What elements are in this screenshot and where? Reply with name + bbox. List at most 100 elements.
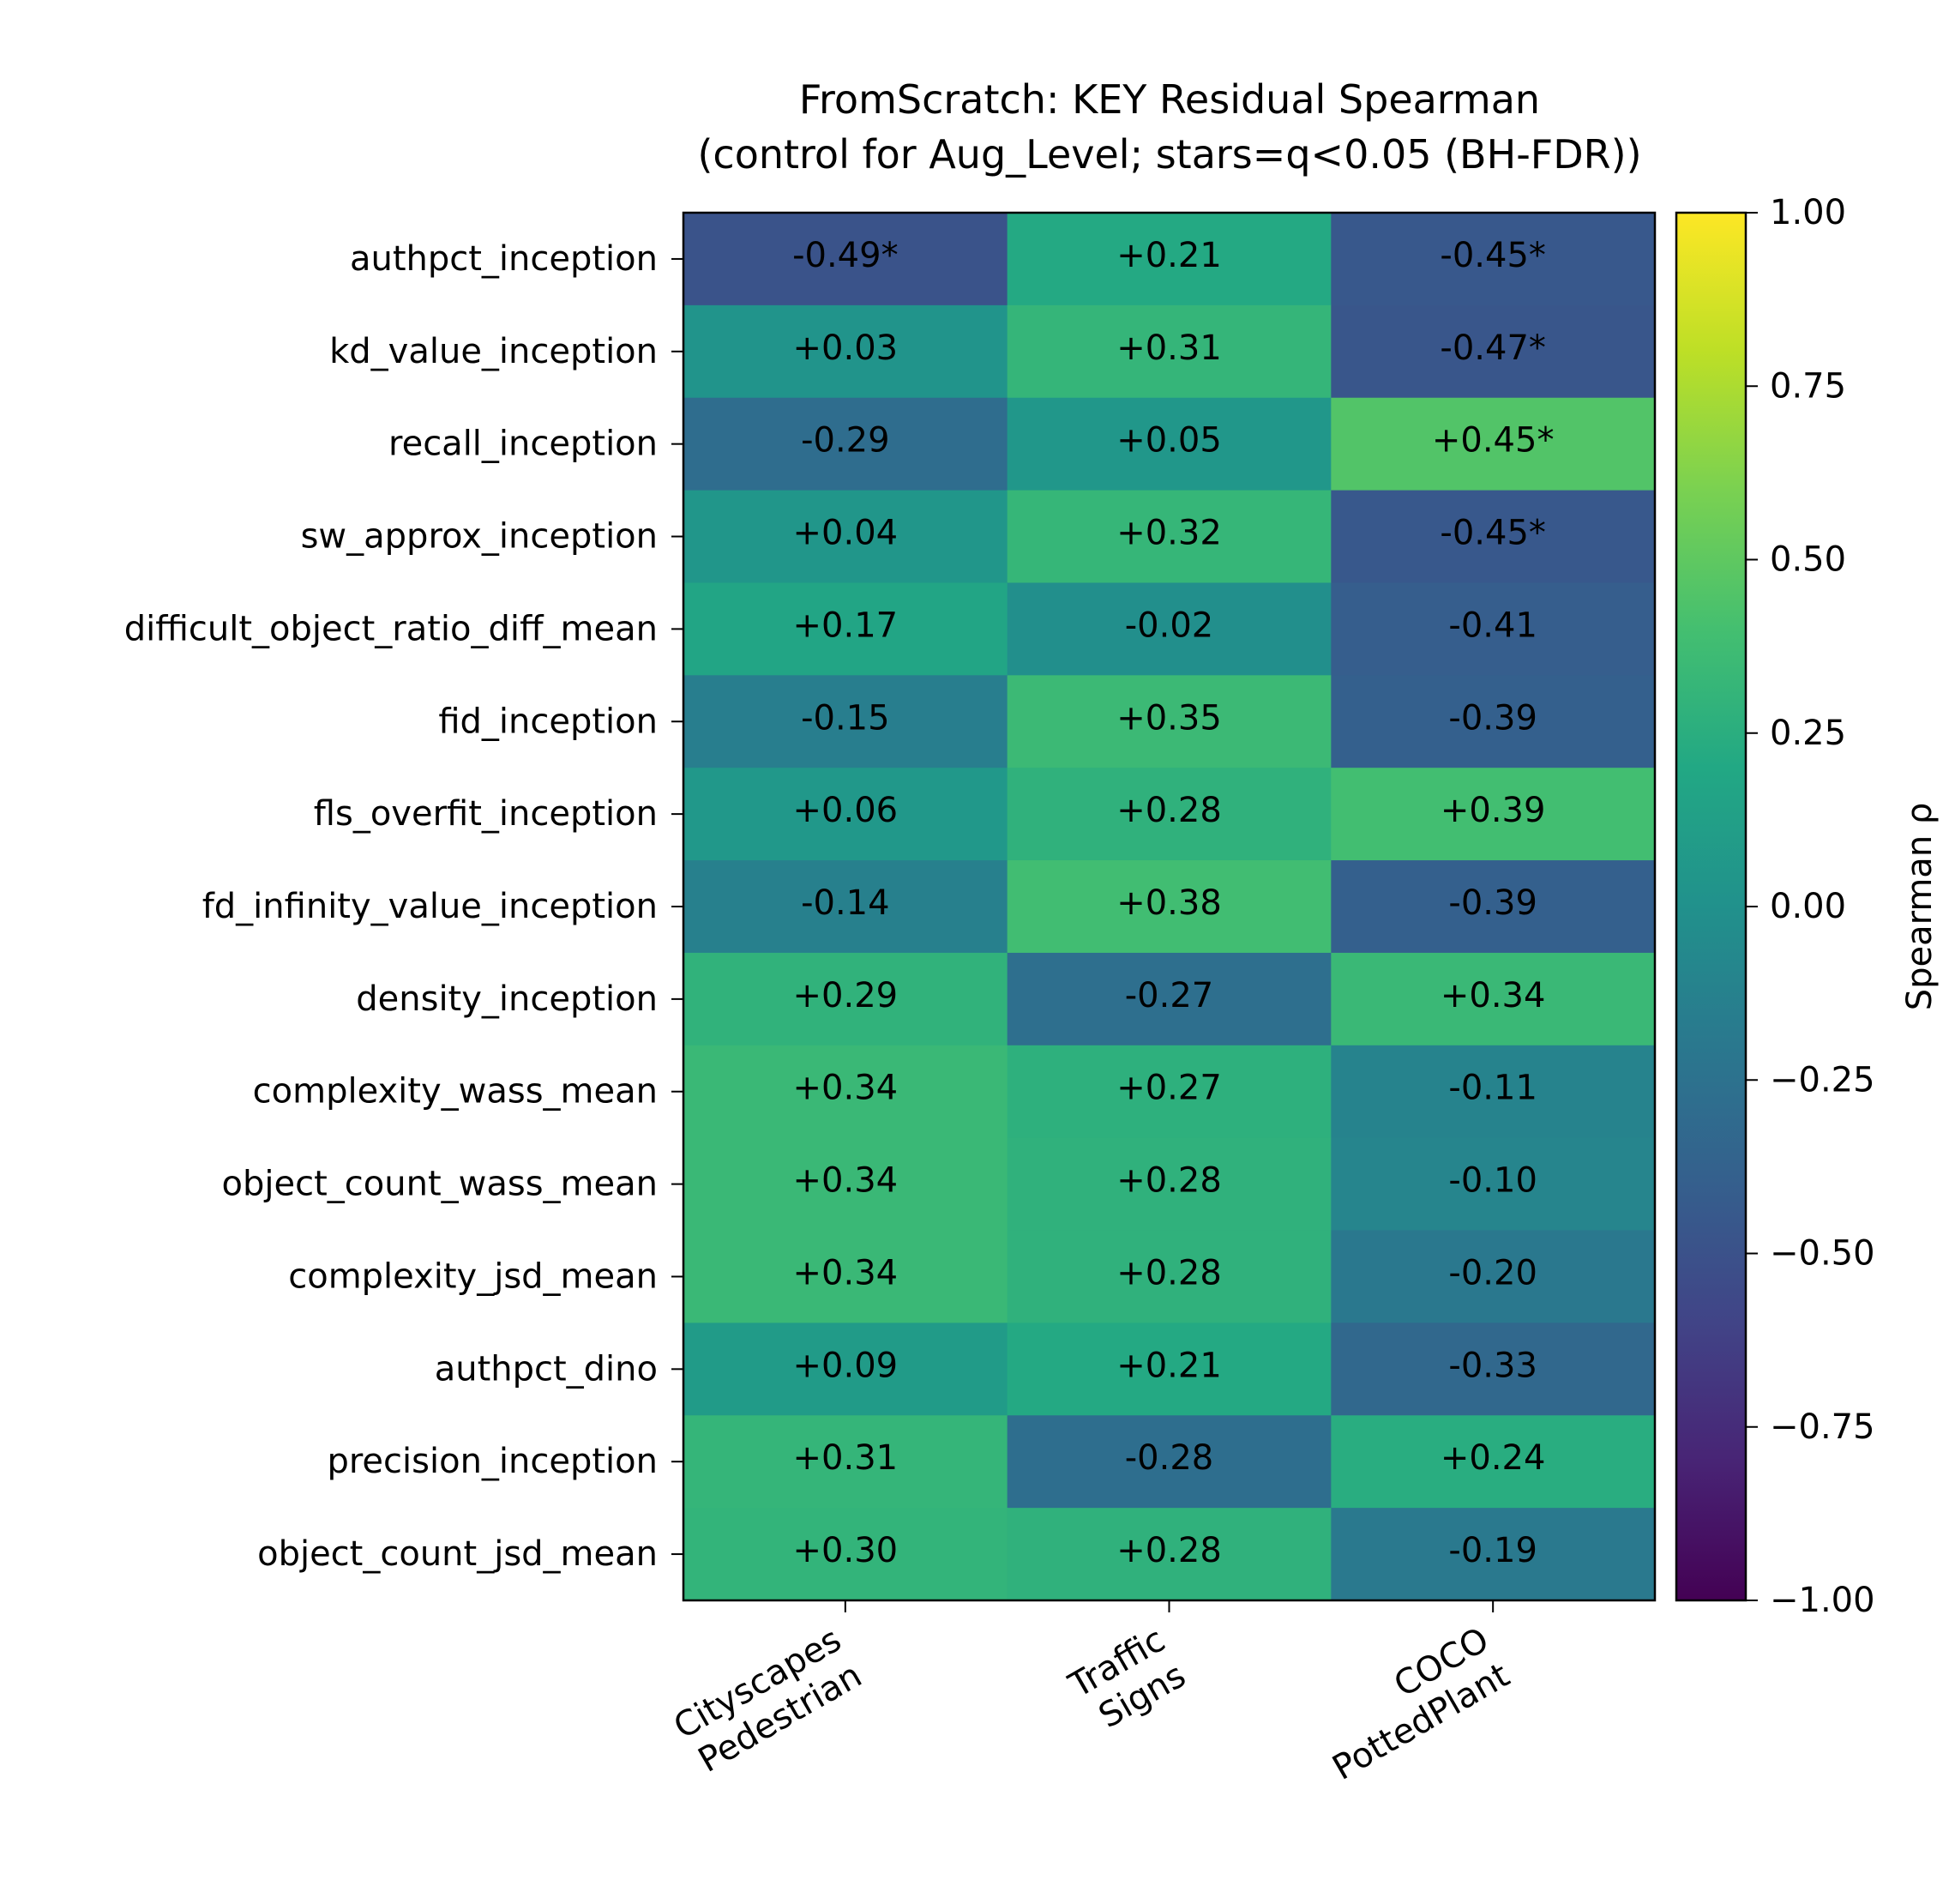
heatmap-cell — [683, 213, 1008, 306]
colorbar — [1675, 211, 1747, 1602]
cell-value-label: -0.49* — [792, 236, 899, 275]
heatmap-cell — [683, 768, 1008, 861]
x-tick-label: CityscapesPedestrian — [667, 1620, 869, 1783]
cell-value-label: +0.30 — [793, 1531, 899, 1570]
cell-value-label: +0.27 — [1116, 1069, 1222, 1108]
cell-value-label: -0.47* — [1440, 328, 1546, 368]
cell-value-label: -0.15 — [801, 698, 890, 738]
cell-value-label: -0.02 — [1125, 606, 1214, 645]
cell-value-label: +0.39 — [1441, 791, 1546, 830]
y-tick-label: recall_inception — [388, 425, 658, 464]
heatmap-cell — [1331, 1508, 1656, 1601]
heatmap-cell — [683, 490, 1008, 584]
heatmap-cell — [1331, 1323, 1656, 1416]
y-tick-label: authpct_inception — [350, 239, 658, 279]
cell-value-label: -0.28 — [1125, 1438, 1214, 1478]
colorbar-ticks: 1.00 0.75 0.50 0.25 0.00 −0.25 −0.50 −0.75 −1.00 — [1746, 193, 1875, 1620]
heatmap-cell — [683, 675, 1008, 768]
cell-value-label: +0.34 — [793, 1253, 899, 1292]
x-tick-label: COCOPottedPlant — [1306, 1620, 1517, 1788]
cell-value-label: -0.41 — [1448, 606, 1537, 645]
cell-value-label: +0.29 — [793, 976, 899, 1015]
heatmap-cell — [1331, 1230, 1656, 1323]
heatmap-cells — [683, 213, 1656, 1601]
cell-value-label: +0.32 — [1116, 514, 1222, 553]
colorbar-tick-label: −0.25 — [1770, 1060, 1875, 1100]
heatmap-cell — [1007, 1323, 1332, 1416]
colorbar-tick-label: −0.50 — [1770, 1234, 1875, 1274]
heatmap-cell — [683, 304, 1008, 399]
cell-value-label: -0.45* — [1440, 236, 1546, 275]
y-tick-label: authpct_dino — [435, 1349, 658, 1389]
heatmap-cell — [683, 1137, 1008, 1232]
cell-value-label: +0.28 — [1116, 1161, 1222, 1201]
cell-value-label: +0.31 — [1116, 328, 1222, 368]
colorbar-tick-label: 0.50 — [1770, 540, 1846, 580]
heatmap-cell — [1331, 582, 1656, 676]
colorbar-tick-label: 0.00 — [1770, 887, 1846, 926]
colorbar-tick-label: −1.00 — [1770, 1581, 1875, 1620]
cell-value-label: -0.33 — [1448, 1346, 1537, 1385]
heatmap-cell — [1007, 675, 1332, 768]
cell-value-label: -0.20 — [1448, 1253, 1537, 1292]
cell-value-label: +0.38 — [1116, 883, 1222, 923]
heatmap-cell — [1331, 397, 1656, 491]
colorbar-tick-label: 0.25 — [1770, 714, 1846, 753]
cell-value-label: -0.39 — [1448, 698, 1537, 738]
heatmap-cell — [1331, 304, 1656, 399]
chart-title: FromScratch: KEY Residual Spearman — [799, 76, 1540, 123]
cell-value-label: +0.45* — [1432, 421, 1555, 461]
y-tick-label: fid_inception — [438, 702, 658, 741]
colorbar-tick-label: 1.00 — [1770, 193, 1846, 232]
heatmap-cell — [1007, 1415, 1332, 1509]
heatmap-cell — [1331, 1137, 1656, 1232]
cell-value-label: +0.28 — [1116, 791, 1222, 830]
heatmap-cell — [683, 1230, 1008, 1323]
y-tick-label: kd_value_inception — [329, 332, 658, 371]
y-tick-label: fd_infinity_value_inception — [202, 887, 658, 926]
heatmap-cell — [1331, 1415, 1656, 1509]
cell-value-label: +0.34 — [793, 1161, 899, 1201]
cell-value-label: +0.21 — [1116, 1346, 1222, 1385]
cell-value-label: +0.35 — [1116, 698, 1222, 738]
cell-value-label: +0.09 — [793, 1346, 899, 1385]
cell-value-label: +0.34 — [793, 1069, 899, 1108]
chart-subtitle: (control for Aug_Level; stars=q<0.05 (BH… — [697, 131, 1641, 178]
heatmap-cell — [1331, 860, 1656, 954]
y-tick-label: difficult_object_ratio_diff_mean — [124, 609, 658, 648]
cell-value-label: +0.34 — [1441, 976, 1546, 1015]
y-axis-ticks: authpct_inception kd_value_inceptionrecal… — [124, 239, 683, 1574]
heatmap-cell — [1007, 397, 1332, 491]
cell-value-label: -0.19 — [1448, 1531, 1537, 1570]
cell-value-label: +0.17 — [793, 606, 899, 645]
cell-value-label: -0.29 — [801, 421, 890, 461]
heatmap-cell — [1007, 1508, 1332, 1601]
cell-value-label: +0.24 — [1441, 1438, 1546, 1478]
cell-value-label: -0.27 — [1125, 976, 1214, 1015]
cell-value-label: -0.14 — [801, 883, 890, 923]
cell-value-label: +0.03 — [793, 328, 899, 368]
heatmap-cell — [1007, 1230, 1332, 1323]
y-tick-label: fls_overfit_inception — [314, 794, 658, 834]
y-tick-label: precision_inception — [327, 1442, 658, 1481]
heatmap-cell — [683, 1045, 1008, 1139]
cell-value-label: +0.31 — [793, 1438, 899, 1478]
heatmap-cell — [683, 582, 1008, 676]
heatmap-cell — [1007, 582, 1332, 676]
heatmap-cell — [1007, 213, 1332, 306]
x-axis-ticks: CityscapesPedestrian TrafficSigns COCOPott… — [667, 1600, 1516, 1788]
y-tick-label: complexity_wass_mean — [253, 1072, 658, 1112]
heatmap-cell — [683, 860, 1008, 954]
cell-value-label: +0.06 — [793, 791, 899, 830]
heatmap-cell — [1007, 860, 1332, 954]
cell-value-label: +0.28 — [1116, 1253, 1222, 1292]
colorbar-label: Spearman ρ — [1900, 803, 1940, 1011]
heatmap-cell — [1331, 768, 1656, 861]
x-tick-label: TrafficSigns — [1062, 1620, 1193, 1742]
y-tick-label: object_count_jsd_mean — [257, 1534, 658, 1574]
heatmap-cell — [683, 1415, 1008, 1509]
cell-value-label: -0.11 — [1448, 1069, 1537, 1108]
heatmap-cell — [1331, 952, 1656, 1046]
heatmap-cell — [683, 952, 1008, 1046]
